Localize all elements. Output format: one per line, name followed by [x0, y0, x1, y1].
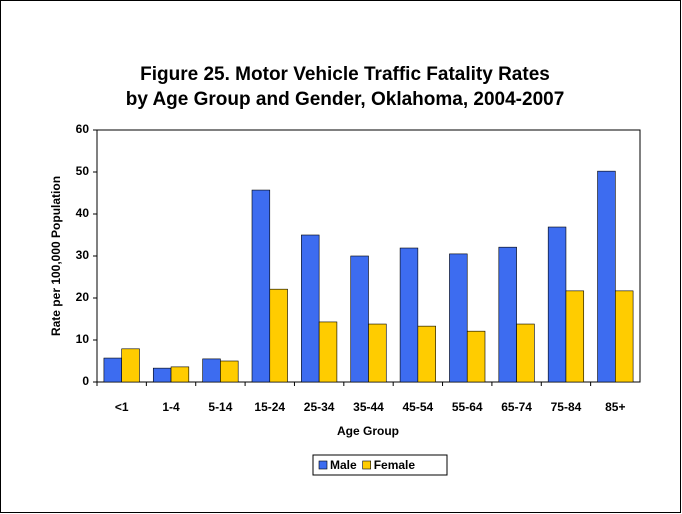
- y-tick-label: 30: [76, 248, 90, 262]
- bar: [269, 288, 288, 383]
- bar: [152, 367, 172, 383]
- bar: [417, 325, 436, 383]
- bar: [103, 357, 122, 383]
- legend-swatch: [318, 460, 328, 470]
- y-tick-label: 40: [76, 206, 90, 220]
- bar: [350, 255, 369, 383]
- bar: [220, 360, 239, 383]
- bar: [170, 366, 190, 383]
- legend-label: Male: [330, 458, 357, 472]
- x-tick-label: 65-74: [501, 400, 532, 414]
- bar: [318, 321, 338, 383]
- bar: [466, 330, 486, 383]
- y-tick-label: 20: [76, 290, 90, 304]
- bar: [547, 226, 567, 383]
- y-tick-label: 0: [82, 374, 89, 388]
- bar: [516, 323, 535, 383]
- bar: [202, 358, 221, 383]
- bar: [615, 290, 634, 383]
- x-tick-label: 75-84: [551, 400, 582, 414]
- x-tick-label: 1-4: [162, 400, 180, 414]
- bar: [498, 246, 517, 383]
- x-tick-label: 25-34: [304, 400, 335, 414]
- x-tick-label: 85+: [605, 400, 625, 414]
- y-tick-label: 10: [76, 332, 90, 346]
- bar: [301, 234, 320, 383]
- x-axis-title: Age Group: [337, 424, 399, 438]
- legend-box: [312, 454, 448, 476]
- bar: [121, 348, 140, 383]
- bar: [449, 253, 468, 383]
- chart-subtitle: by Age Group and Gender, Oklahoma, 2004-…: [126, 89, 565, 110]
- x-tick-label: 55-64: [452, 400, 483, 414]
- x-tick-label: 35-44: [353, 400, 384, 414]
- legend-label: Female: [374, 458, 416, 472]
- bar: [368, 323, 387, 383]
- y-tick-label: 60: [76, 122, 90, 136]
- legend-swatch: [362, 460, 371, 470]
- x-tick-label: 15-24: [254, 400, 285, 414]
- bar: [597, 170, 616, 383]
- bar: [565, 290, 585, 383]
- y-axis-title: Rate per 100,000 Population: [49, 176, 63, 336]
- bar: [399, 247, 419, 383]
- x-tick-label: 5-14: [208, 400, 232, 414]
- x-tick-label: 45-54: [403, 400, 434, 414]
- y-tick-label: 50: [76, 164, 90, 178]
- chart-title: Figure 25. Motor Vehicle Traffic Fatalit…: [140, 64, 550, 85]
- bar: [251, 189, 271, 383]
- x-tick-label: <1: [115, 400, 129, 414]
